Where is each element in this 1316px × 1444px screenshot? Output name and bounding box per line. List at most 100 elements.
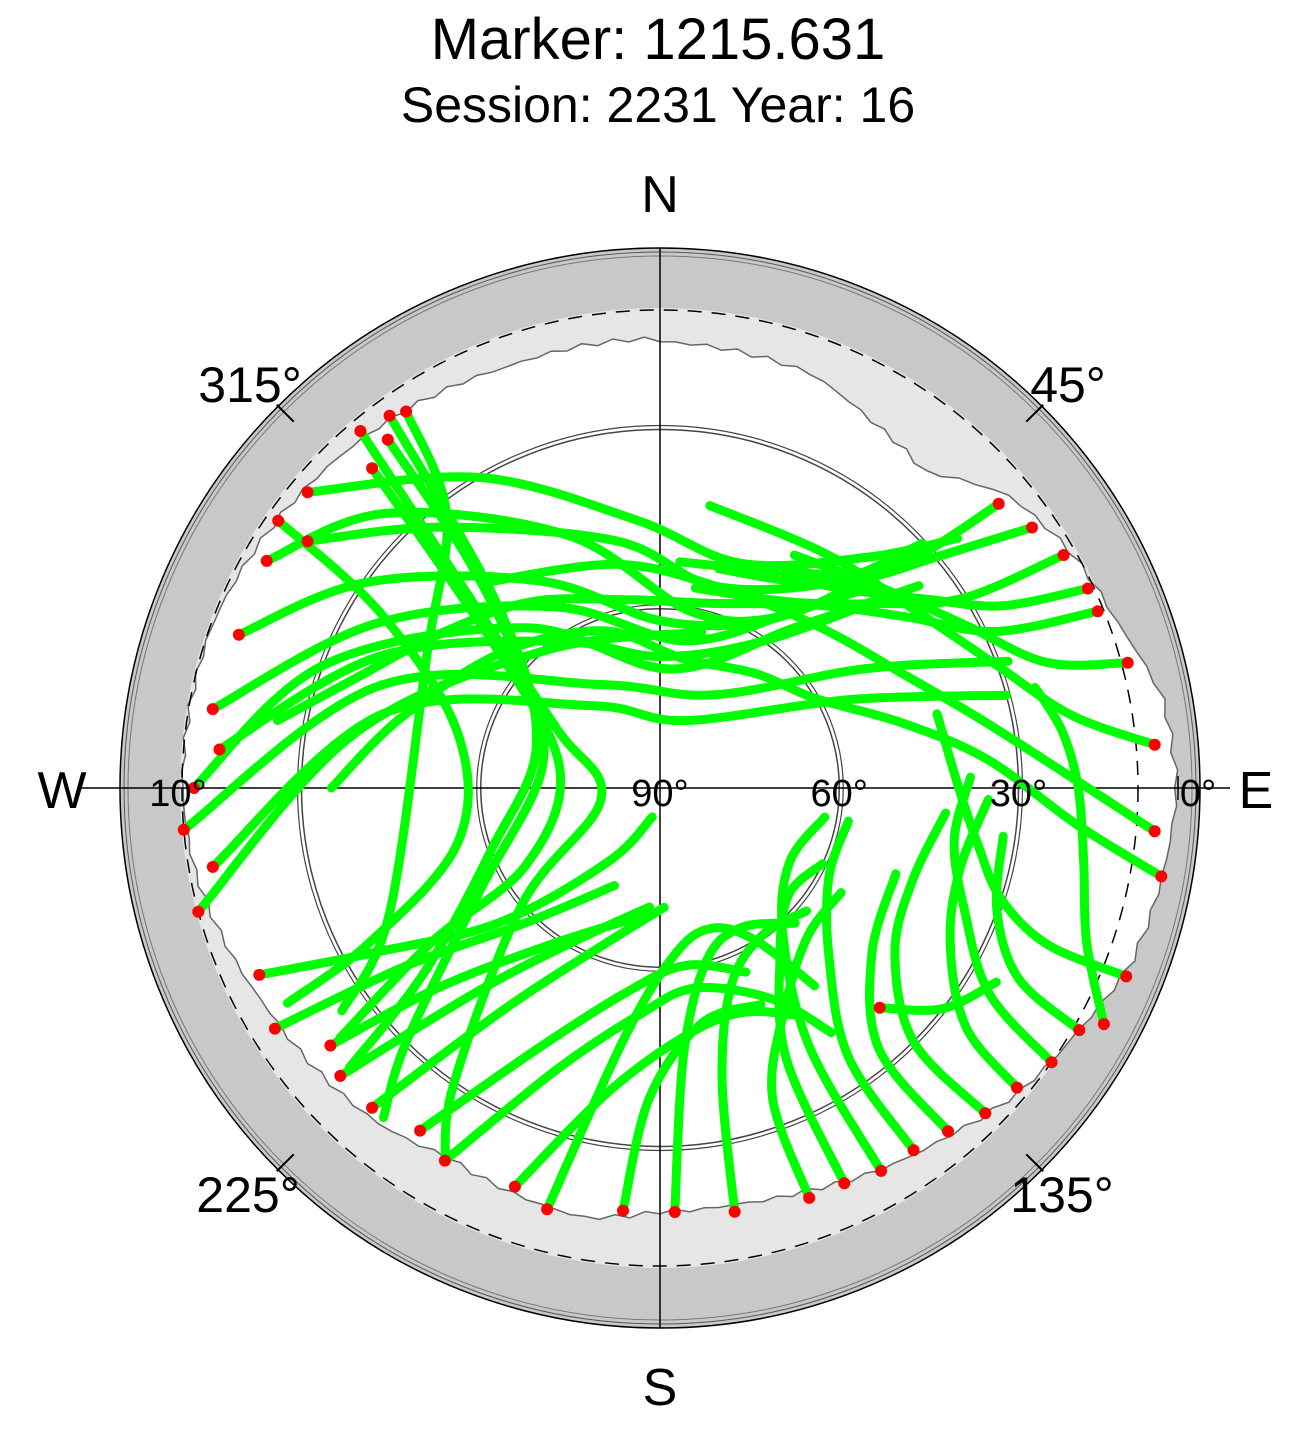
satellite-track bbox=[781, 499, 1004, 580]
track-endpoint bbox=[873, 1001, 886, 1014]
azimuth-tick bbox=[1025, 1153, 1044, 1172]
track-endpoint bbox=[1091, 605, 1104, 618]
track-endpoint bbox=[1011, 1081, 1023, 1094]
track-endpoint bbox=[617, 1204, 629, 1217]
satellite-track bbox=[774, 859, 849, 1188]
track-endpoint bbox=[206, 703, 219, 716]
track-endpoint bbox=[1121, 656, 1134, 669]
track-endpoint bbox=[728, 1205, 741, 1218]
track-endpoint bbox=[838, 1177, 851, 1190]
label-azimuth-225: 225° bbox=[196, 1167, 299, 1223]
satellite-track bbox=[777, 812, 886, 1176]
track-endpoint bbox=[268, 1022, 281, 1035]
track-endpoint bbox=[1026, 521, 1038, 534]
track-endpoint bbox=[177, 823, 190, 836]
track-endpoint bbox=[1073, 1024, 1086, 1037]
track-endpoint bbox=[1081, 582, 1094, 595]
track-endpoint bbox=[942, 1125, 954, 1138]
satellite-track bbox=[208, 584, 871, 714]
track-endpoint bbox=[206, 860, 219, 873]
label-east: E bbox=[1239, 762, 1274, 820]
labels-layer: N S W E 45° 135° 225° 315° 0° 30° 60° 90° 10° bbox=[37, 166, 1273, 1417]
satellite-track bbox=[270, 881, 619, 1034]
satellite-track bbox=[714, 523, 1037, 588]
label-azimuth-315: 315° bbox=[198, 357, 301, 413]
chart-title: Marker: 1215.631 bbox=[430, 7, 886, 72]
satellite-track bbox=[932, 709, 1131, 981]
satellite-track bbox=[945, 795, 1022, 1093]
satellite-track bbox=[254, 812, 657, 980]
track-endpoint bbox=[253, 968, 266, 981]
track-endpoint bbox=[979, 1107, 992, 1120]
track-endpoint bbox=[192, 905, 205, 918]
label-west: W bbox=[37, 762, 86, 820]
satellite-track bbox=[335, 463, 566, 1043]
track-endpoint bbox=[301, 486, 314, 499]
label-south: S bbox=[643, 1359, 678, 1417]
track-endpoint bbox=[1057, 549, 1070, 561]
track-endpoint bbox=[354, 425, 367, 437]
track-endpoint bbox=[1097, 1018, 1110, 1031]
track-endpoint bbox=[438, 1154, 451, 1167]
label-elevation-10: 10° bbox=[149, 773, 206, 815]
satellite-track bbox=[335, 902, 655, 1081]
label-elevation-0: 0° bbox=[1180, 773, 1216, 815]
track-endpoint bbox=[803, 1191, 816, 1204]
satellite-track bbox=[367, 902, 669, 1113]
satellite-track bbox=[690, 550, 1069, 609]
track-endpoint bbox=[1155, 870, 1168, 883]
label-azimuth-45: 45° bbox=[1030, 357, 1106, 413]
label-azimuth-135: 135° bbox=[1010, 1167, 1113, 1223]
track-endpoint bbox=[334, 1069, 347, 1082]
satellite-track bbox=[864, 869, 953, 1136]
track-endpoint bbox=[541, 1203, 554, 1216]
endpoints-layer bbox=[177, 405, 1168, 1218]
track-endpoint bbox=[1148, 738, 1161, 751]
satellite-track bbox=[670, 918, 800, 1217]
satellite-track bbox=[273, 594, 1103, 726]
satellite-track bbox=[273, 516, 473, 1008]
track-endpoint bbox=[1120, 970, 1133, 983]
satellite-track bbox=[326, 626, 1166, 881]
azimuth-tick bbox=[1025, 404, 1044, 423]
satellite-track bbox=[717, 906, 811, 1217]
satellite-track bbox=[510, 1006, 807, 1192]
satellite-track bbox=[705, 501, 1160, 750]
tracks-layer bbox=[179, 407, 1166, 1217]
satellite-track bbox=[875, 977, 1001, 1015]
satellite-track bbox=[991, 831, 1084, 1035]
satellite-track bbox=[1030, 683, 1109, 1029]
satellite-track bbox=[949, 772, 1057, 1067]
track-endpoint bbox=[668, 1206, 681, 1218]
track-endpoint bbox=[301, 535, 314, 548]
track-endpoint bbox=[907, 1144, 920, 1157]
chart-subtitle: Session: 2231 Year: 16 bbox=[400, 77, 916, 133]
satellite-track bbox=[440, 983, 836, 1166]
track-endpoint bbox=[875, 1164, 888, 1177]
track-endpoint bbox=[366, 1101, 379, 1114]
satellite-track bbox=[415, 960, 751, 1136]
satellite-track bbox=[618, 1000, 766, 1216]
label-elevation-30: 30° bbox=[990, 773, 1047, 815]
track-endpoint bbox=[213, 743, 226, 756]
track-endpoint bbox=[232, 628, 245, 641]
satellite-track bbox=[179, 656, 1013, 835]
track-endpoint bbox=[400, 405, 413, 418]
track-endpoint bbox=[260, 554, 273, 567]
track-endpoint bbox=[272, 514, 285, 527]
track-endpoint bbox=[366, 462, 379, 475]
satellite-track bbox=[821, 816, 919, 1155]
track-endpoint bbox=[414, 1124, 427, 1137]
track-endpoint bbox=[324, 1039, 337, 1052]
satellite-track bbox=[890, 808, 990, 1118]
satellite-track bbox=[355, 426, 607, 1166]
track-endpoint bbox=[383, 409, 396, 422]
track-endpoint bbox=[992, 497, 1005, 510]
azimuth-tick bbox=[276, 404, 295, 423]
track-endpoint bbox=[1148, 825, 1161, 838]
track-endpoint bbox=[1045, 1056, 1058, 1069]
track-endpoint bbox=[187, 782, 200, 794]
satellite-track bbox=[482, 559, 1160, 836]
label-elevation-60: 60° bbox=[811, 773, 868, 815]
